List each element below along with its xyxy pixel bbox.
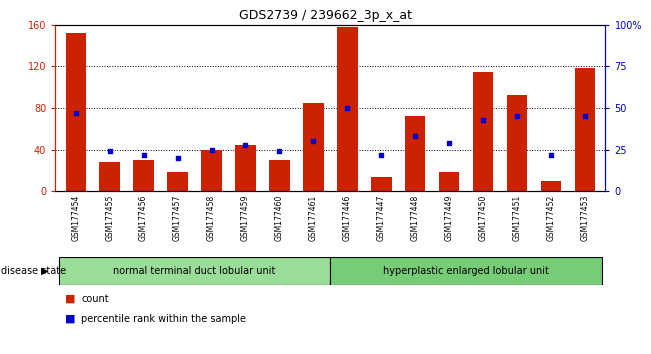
Bar bbox=[330, 257, 602, 285]
Text: GSM177448: GSM177448 bbox=[411, 194, 420, 241]
Text: GSM177455: GSM177455 bbox=[105, 194, 114, 241]
Bar bbox=[575, 68, 595, 191]
Point bbox=[580, 113, 590, 119]
Bar bbox=[303, 103, 324, 191]
Point bbox=[546, 152, 557, 158]
Bar bbox=[507, 96, 527, 191]
Point bbox=[173, 155, 183, 161]
Text: GSM177449: GSM177449 bbox=[445, 194, 454, 241]
Text: GSM177458: GSM177458 bbox=[207, 194, 216, 241]
Bar bbox=[59, 257, 330, 285]
Text: percentile rank within the sample: percentile rank within the sample bbox=[81, 314, 246, 324]
Point bbox=[70, 110, 81, 116]
Point bbox=[376, 152, 387, 158]
Bar bbox=[167, 172, 187, 191]
Point bbox=[104, 148, 115, 154]
Point bbox=[410, 133, 421, 139]
Text: GSM177452: GSM177452 bbox=[547, 194, 555, 241]
Bar bbox=[201, 149, 222, 191]
Text: GSM177447: GSM177447 bbox=[377, 194, 386, 241]
Point bbox=[342, 105, 353, 111]
Text: GSM177460: GSM177460 bbox=[275, 194, 284, 241]
Point bbox=[240, 142, 251, 147]
Text: GSM177461: GSM177461 bbox=[309, 194, 318, 241]
Text: GSM177446: GSM177446 bbox=[343, 194, 352, 241]
Bar bbox=[337, 27, 357, 191]
Bar bbox=[100, 162, 120, 191]
Point bbox=[139, 152, 149, 158]
Text: normal terminal duct lobular unit: normal terminal duct lobular unit bbox=[113, 266, 276, 276]
Bar bbox=[541, 181, 561, 191]
Bar bbox=[405, 116, 426, 191]
Text: ■: ■ bbox=[65, 314, 76, 324]
Text: GSM177453: GSM177453 bbox=[581, 194, 590, 241]
Bar bbox=[270, 160, 290, 191]
Text: GSM177457: GSM177457 bbox=[173, 194, 182, 241]
Text: GDS2739 / 239662_3p_x_at: GDS2739 / 239662_3p_x_at bbox=[239, 9, 412, 22]
Text: GSM177456: GSM177456 bbox=[139, 194, 148, 241]
Text: GSM177450: GSM177450 bbox=[478, 194, 488, 241]
Text: ■: ■ bbox=[65, 294, 76, 304]
Text: count: count bbox=[81, 294, 109, 304]
Text: GSM177454: GSM177454 bbox=[71, 194, 80, 241]
Text: GSM177451: GSM177451 bbox=[512, 194, 521, 241]
Text: GSM177459: GSM177459 bbox=[241, 194, 250, 241]
Bar bbox=[371, 177, 391, 191]
Bar bbox=[439, 172, 460, 191]
Point bbox=[274, 148, 284, 154]
Point bbox=[444, 140, 454, 146]
Text: hyperplastic enlarged lobular unit: hyperplastic enlarged lobular unit bbox=[383, 266, 549, 276]
Text: ▶: ▶ bbox=[40, 266, 48, 276]
Text: disease state: disease state bbox=[1, 266, 66, 276]
Bar bbox=[66, 33, 86, 191]
Point bbox=[512, 113, 522, 119]
Point bbox=[478, 117, 488, 122]
Bar bbox=[235, 145, 256, 191]
Bar bbox=[133, 160, 154, 191]
Point bbox=[308, 138, 318, 144]
Bar bbox=[473, 72, 493, 191]
Point bbox=[206, 147, 217, 152]
